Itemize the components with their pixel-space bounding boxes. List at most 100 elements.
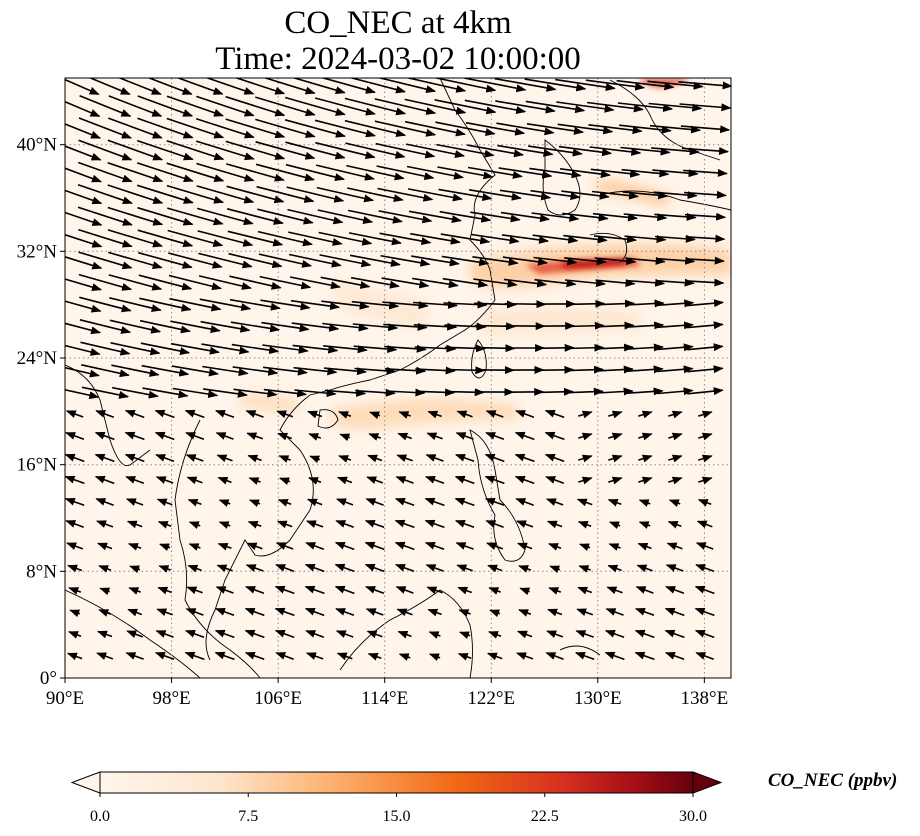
wind-arrow <box>277 499 292 507</box>
wind-arrow <box>156 608 173 617</box>
wind-arrow <box>275 542 294 550</box>
y-tick-label: 16°N <box>17 455 58 476</box>
wind-arrow <box>457 652 472 661</box>
wind-arrow <box>605 608 624 616</box>
wind-arrow <box>142 387 189 399</box>
wind-arrow <box>545 652 564 660</box>
wind-arrow <box>668 454 683 463</box>
wind-arrow <box>294 389 337 398</box>
wind-arrow <box>233 388 278 398</box>
wind-arrow <box>624 235 667 243</box>
wind-arrow <box>217 476 232 485</box>
wind-arrow <box>335 630 354 638</box>
wind-arrow <box>687 343 724 352</box>
wind-arrow <box>65 344 101 356</box>
wind-arrow <box>171 365 219 377</box>
wind-arrow <box>405 143 465 159</box>
coastline-new-guinea <box>559 645 601 656</box>
wind-arrow <box>225 140 286 160</box>
wind-arrow <box>277 432 293 441</box>
wind-arrow <box>65 300 102 313</box>
wind-arrow <box>78 139 133 161</box>
colorbar-tick-label: 7.5 <box>238 808 258 825</box>
wind-arrow <box>65 145 102 161</box>
wind-arrow <box>695 564 715 572</box>
wind-arrow <box>335 608 355 616</box>
colorbar-gradient <box>99 771 694 794</box>
wind-arrow <box>279 477 291 486</box>
wind-arrow <box>202 365 249 377</box>
wind-arrow <box>364 519 385 529</box>
wind-arrow <box>155 476 174 484</box>
wind-arrow <box>196 95 255 117</box>
wind-arrow <box>526 123 584 135</box>
wind-arrow <box>65 189 103 205</box>
wind-arrow <box>471 233 520 245</box>
wind-arrow <box>415 388 456 397</box>
wind-arrow <box>157 520 172 529</box>
y-tick-label: 0° <box>40 668 57 689</box>
coastline-hainan <box>317 409 339 429</box>
wind-arrow <box>129 565 141 574</box>
wind-arrow <box>78 228 133 248</box>
wind-arrow <box>470 211 521 223</box>
wind-arrow <box>408 210 462 224</box>
wind-arrow <box>436 143 495 158</box>
wind-arrow <box>68 631 82 639</box>
wind-arrow <box>305 542 325 550</box>
wind-arrow <box>464 78 527 93</box>
wind-arrow <box>185 431 205 441</box>
wind-arrow <box>128 587 141 595</box>
wind-arrow <box>574 651 595 661</box>
wind-arrow <box>548 543 562 551</box>
wind-arrow <box>246 542 263 551</box>
wind-arrow <box>425 564 444 572</box>
wind-arrow <box>516 652 534 660</box>
wind-arrow <box>304 563 325 573</box>
wind-arrow <box>517 630 533 639</box>
wind-arrow <box>556 101 615 113</box>
wind-arrow <box>684 212 727 221</box>
wind-arrow <box>656 299 695 308</box>
wind-arrow <box>274 585 295 595</box>
wind-arrow <box>65 123 102 139</box>
x-tick-label: 114°E <box>361 688 408 709</box>
wind-arrow <box>350 276 400 289</box>
wind-arrow <box>285 141 346 160</box>
wind-arrow <box>137 229 194 248</box>
wind-arrow <box>555 78 616 92</box>
wind-arrow <box>589 146 642 156</box>
wind-arrow <box>621 168 670 178</box>
wind-arrow <box>657 387 694 396</box>
coastline-sumatra <box>65 589 201 678</box>
wind-arrow <box>314 97 376 116</box>
wind-arrow <box>698 454 713 463</box>
wind-arrow <box>166 117 225 139</box>
wind-arrow <box>412 277 459 289</box>
wind-arrow <box>484 497 505 507</box>
wind-arrow <box>185 629 205 639</box>
wind-arrow <box>225 95 286 117</box>
wind-arrow <box>170 320 221 334</box>
wind-arrow <box>622 191 669 200</box>
wind-arrow <box>515 410 535 418</box>
wind-arrow <box>668 499 681 507</box>
wind-arrow <box>406 165 464 180</box>
wind-arrow <box>255 141 316 160</box>
wind-arrow <box>187 498 202 507</box>
wind-arrow <box>263 78 316 95</box>
wind-arrow <box>525 100 586 114</box>
wind-arrow <box>140 342 191 355</box>
wind-arrow <box>499 189 552 201</box>
wind-arrow <box>65 100 101 118</box>
wind-arrow <box>654 212 697 221</box>
wind-arrow <box>385 388 426 397</box>
wind-arrow <box>412 300 458 309</box>
wind-arrow <box>215 409 235 419</box>
wind-arrow <box>585 79 646 91</box>
wind-arrow <box>683 168 728 177</box>
wind-arrow <box>665 585 685 595</box>
wind-arrow <box>497 144 554 157</box>
wind-arrow <box>455 542 474 550</box>
wind-arrow <box>380 254 431 267</box>
